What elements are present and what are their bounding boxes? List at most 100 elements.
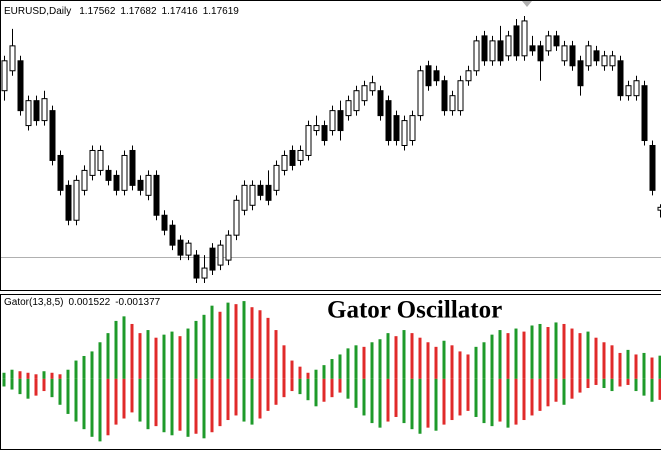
lower-bar — [226, 378, 230, 421]
upper-bar — [642, 352, 646, 379]
upper-bar — [154, 337, 158, 379]
upper-bar — [442, 340, 446, 379]
candle-body — [65, 184, 72, 221]
candle-body — [489, 40, 496, 62]
lower-bar — [42, 378, 46, 392]
lower-bar — [386, 378, 390, 422]
lower-bar — [442, 378, 446, 425]
lower-bar — [178, 378, 182, 431]
lower-bar — [482, 378, 486, 424]
lower-bar — [250, 378, 254, 425]
candle-body — [433, 70, 440, 82]
lower-bar — [338, 378, 342, 393]
upper-bar — [58, 374, 62, 379]
lower-bar — [122, 378, 126, 419]
candle-body — [17, 60, 24, 112]
candle-body — [649, 145, 656, 191]
lower-bar — [538, 378, 542, 411]
lower-bar — [298, 378, 302, 395]
lower-bar — [426, 378, 430, 428]
upper-bar — [386, 333, 390, 379]
lower-bar — [506, 378, 510, 428]
upper-bar — [618, 352, 622, 379]
upper-bar — [530, 325, 534, 379]
high-value: 1.17682 — [120, 6, 157, 17]
lower-bar — [162, 378, 166, 433]
upper-bar — [26, 372, 30, 379]
candle-body — [81, 169, 88, 191]
upper-bar — [514, 328, 518, 379]
upper-bar — [538, 323, 542, 379]
lower-bar — [322, 378, 326, 402]
upper-bar — [234, 304, 238, 379]
upper-bar — [650, 357, 654, 379]
upper-bar — [554, 322, 558, 379]
lower-bar — [610, 378, 614, 392]
lower-bar — [546, 378, 550, 407]
candle-body — [609, 55, 616, 67]
candle-body — [593, 50, 600, 62]
upper-bar — [570, 328, 574, 379]
upper-bar — [290, 360, 294, 379]
candle-body — [377, 90, 384, 117]
candle-body — [561, 45, 568, 62]
candle-body — [545, 35, 552, 52]
lower-bar — [266, 378, 270, 411]
lower-bar — [114, 378, 118, 425]
lower-bar — [202, 378, 206, 439]
upper-bar — [418, 337, 422, 379]
lower-bar — [498, 378, 502, 422]
upper-bar — [578, 333, 582, 379]
lower-bar — [634, 378, 638, 392]
candle-body — [617, 60, 624, 97]
lower-bar — [490, 378, 494, 427]
candle-body — [113, 174, 120, 191]
lower-bar — [74, 378, 78, 422]
lower-bar — [98, 378, 102, 442]
candle-body — [353, 90, 360, 112]
lower-bar — [642, 378, 646, 396]
candle-body — [401, 120, 408, 146]
upper-bar — [362, 346, 366, 379]
lower-bar — [346, 378, 350, 399]
candle-body — [201, 267, 208, 279]
candle-body — [265, 184, 272, 201]
candle-body — [569, 45, 576, 67]
upper-bar — [66, 369, 70, 379]
lower-bar — [474, 378, 478, 417]
lower-bar — [658, 378, 661, 400]
upper-bar — [266, 317, 270, 379]
candle-body — [465, 70, 472, 82]
lower-bar — [450, 378, 454, 421]
candle-body — [25, 100, 32, 127]
candle-body — [257, 184, 264, 196]
candle-body — [209, 247, 216, 271]
lower-bar — [330, 378, 334, 398]
lower-bar — [354, 378, 358, 408]
candle-body — [369, 82, 376, 92]
candle-body — [585, 45, 592, 67]
upper-bar — [306, 372, 310, 379]
candle-body — [385, 100, 392, 142]
candle-body — [297, 149, 304, 161]
upper-bar — [506, 333, 510, 379]
upper-bar — [298, 366, 302, 379]
upper-bar — [178, 336, 182, 379]
candle-body — [313, 125, 320, 132]
upper-bar — [18, 371, 22, 379]
upper-bar — [354, 345, 358, 379]
upper-bar — [2, 372, 6, 379]
candle-body — [521, 20, 528, 57]
upper-bar — [90, 351, 94, 379]
candle-body — [417, 70, 424, 117]
upper-bar — [34, 374, 38, 379]
candle-body — [529, 45, 536, 52]
upper-value: 0.001522 — [68, 297, 110, 308]
lower-bar — [594, 378, 598, 385]
upper-bar — [114, 320, 118, 379]
candle-body — [497, 40, 504, 62]
upper-bar — [186, 328, 190, 379]
candle-body — [473, 40, 480, 72]
lower-bar — [138, 378, 142, 422]
upper-bar — [498, 330, 502, 379]
